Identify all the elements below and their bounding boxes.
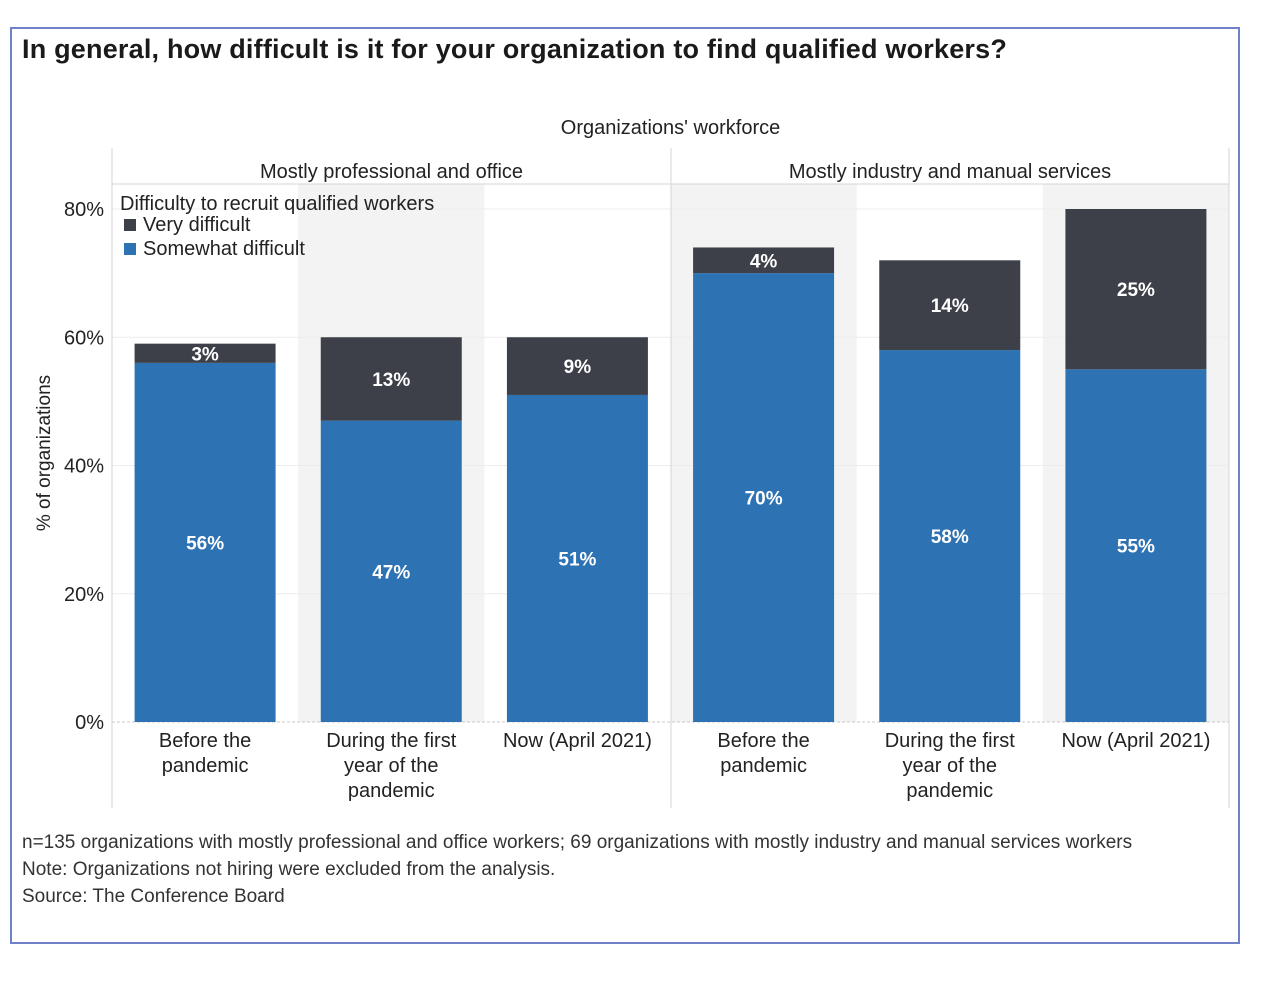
y-axis-label: % of organizations — [34, 375, 55, 531]
x-tick-label: pandemic — [720, 755, 807, 777]
panel-label: Mostly professional and office — [260, 161, 523, 183]
data-label: 55% — [1117, 537, 1155, 558]
bar-somewhat-difficult — [1065, 369, 1207, 722]
footnote-sample: n=135 organizations with mostly professi… — [22, 832, 1133, 853]
footnote-source: Source: The Conference Board — [22, 886, 285, 907]
x-tick-label: Now (April 2021) — [1061, 730, 1210, 752]
bar-very-difficult — [506, 337, 648, 395]
bar-very-difficult — [320, 337, 462, 421]
y-tick-label: 80% — [64, 199, 104, 221]
bar-very-difficult — [134, 343, 276, 363]
y-tick-label: 40% — [64, 456, 104, 478]
legend-entry-label: Somewhat difficult — [143, 238, 305, 260]
bar-somewhat-difficult — [320, 420, 462, 722]
legend-swatch — [124, 219, 136, 231]
x-tick-label: Before the — [159, 730, 251, 752]
x-tick-label: Now (April 2021) — [503, 730, 652, 752]
top-header-label: Organizations' workforce — [561, 117, 780, 139]
bar-very-difficult — [1065, 209, 1207, 370]
panel-label: Mostly industry and manual services — [789, 161, 1111, 183]
data-label: 14% — [931, 296, 969, 317]
chart-title: In general, how difficult is it for your… — [22, 34, 1008, 64]
data-label: 25% — [1117, 280, 1155, 301]
y-tick-label: 20% — [64, 584, 104, 606]
footnote-note: Note: Organizations not hiring were excl… — [22, 859, 556, 880]
data-label: 51% — [558, 549, 596, 570]
data-label: 9% — [564, 357, 592, 378]
data-label: 47% — [372, 562, 410, 583]
y-tick-label: 60% — [64, 327, 104, 349]
data-label: 56% — [186, 533, 224, 554]
x-tick-label: pandemic — [906, 780, 993, 802]
x-tick-label: During the first — [326, 730, 456, 752]
x-tick-label: pandemic — [162, 755, 249, 777]
x-tick-label: year of the — [344, 755, 439, 777]
data-label: 58% — [931, 527, 969, 548]
bar-very-difficult — [879, 260, 1021, 351]
data-label: 70% — [745, 489, 783, 510]
data-label: 3% — [191, 344, 219, 365]
bar-very-difficult — [693, 247, 835, 274]
x-tick-label: pandemic — [348, 780, 435, 802]
data-label: 4% — [750, 251, 778, 272]
x-tick-label: Before the — [717, 730, 809, 752]
legend-entry-label: Very difficult — [143, 214, 251, 236]
legend-swatch — [124, 243, 136, 255]
bar-somewhat-difficult — [693, 273, 835, 722]
x-tick-label: year of the — [902, 755, 997, 777]
legend-title: Difficulty to recruit qualified workers — [120, 193, 434, 215]
data-label: 13% — [372, 370, 410, 391]
x-tick-label: During the first — [885, 730, 1015, 752]
bar-somewhat-difficult — [879, 350, 1021, 722]
y-tick-label: 0% — [75, 712, 104, 734]
footnotes: n=135 organizations with mostly professi… — [22, 829, 1222, 910]
bar-somewhat-difficult — [506, 394, 648, 722]
bar-somewhat-difficult — [134, 362, 276, 722]
